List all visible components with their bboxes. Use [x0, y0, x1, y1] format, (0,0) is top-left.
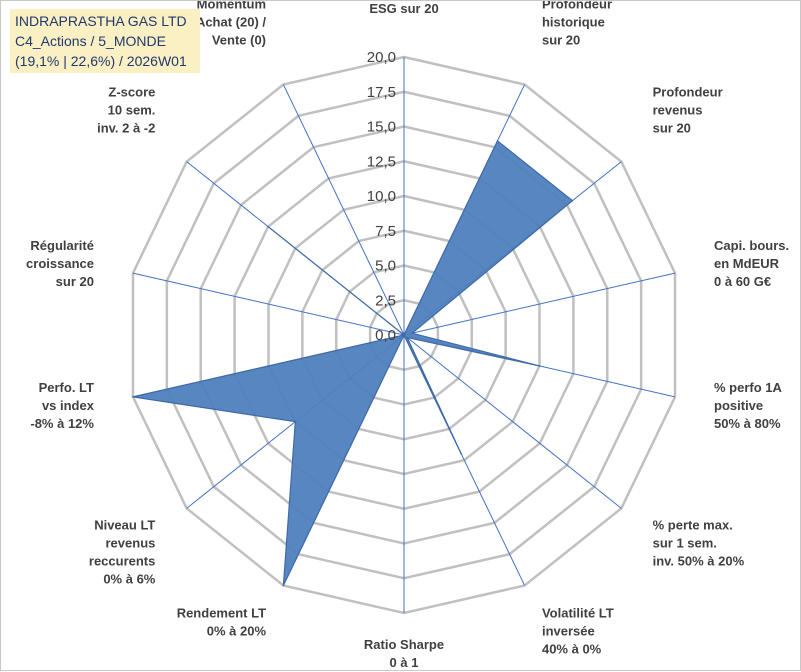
title-line-category: C4_Actions / 5_MONDE	[15, 33, 166, 49]
axis-label-7: Ratio Sharpe 0 à 1	[364, 637, 444, 670]
axis-label-9: Niveau LT revenus reccurents 0% à 6%	[89, 517, 156, 586]
title-line-company: INDRAPRASTHA GAS LTD	[15, 13, 187, 29]
spoke-11	[132, 272, 405, 336]
series-area	[132, 139, 574, 586]
axis-label-6: Volatilité LT inversée 40% à 0%	[542, 606, 614, 657]
axis-label-5: % perte max. sur 1 sem. inv. 50% à 20%	[653, 517, 745, 568]
tick-label-1: 2,5	[375, 292, 396, 309]
data-point-5	[406, 336, 409, 339]
tick-label-7: 17,5	[367, 84, 396, 101]
axis-label-3: Capi. bours. en MdEUR 0 à 60 G€	[714, 238, 789, 289]
tick-label-6: 15,0	[367, 119, 396, 136]
data-point-2	[571, 199, 574, 202]
axis-label-2: Profondeur revenus sur 20	[653, 85, 723, 136]
tick-label-2: 5,0	[375, 258, 396, 275]
data-point-1	[496, 140, 499, 142]
radial-tick-labels: 0,0 2,5 5,0 7,5 10,0 12,5 15,0 17,5 20,0	[367, 49, 396, 344]
chart-title-box: INDRAPRASTHA GAS LTD C4_Actions / 5_MOND…	[10, 9, 200, 73]
tick-label-3: 7,5	[375, 223, 396, 240]
spoke-3	[403, 272, 676, 336]
data-point-13	[403, 334, 405, 336]
tick-label-4: 10,0	[367, 188, 396, 205]
data-point-6	[460, 453, 463, 455]
axis-label-1: Profondeur historique sur 20	[542, 1, 612, 47]
data-point-10	[132, 396, 134, 398]
data-point-3	[411, 332, 413, 334]
axis-label-11: Régularité croissance sur 20	[26, 238, 94, 289]
title-line-stats: (19,1% | 22,6%) / 2026W01	[15, 53, 187, 69]
data-point-4	[538, 365, 541, 367]
spoke-13	[282, 84, 405, 336]
axis-label-4: % perfo 1A positive 50% à 80%	[714, 380, 783, 431]
axis-label-8: Rendement LT 0% à 20%	[177, 606, 267, 639]
data-point-9	[294, 420, 297, 423]
axis-label-10: Perfo. LT vs index -8% à 12%	[30, 380, 94, 431]
data-point-12	[267, 225, 269, 228]
radar-series	[132, 139, 574, 587]
data-point-8	[282, 584, 285, 587]
tick-label-5: 12,5	[367, 153, 396, 170]
axis-label-12: Z-score 10 sem. inv. 2 à -2	[97, 85, 155, 136]
tick-label-8: 20,0	[367, 49, 396, 66]
axis-label-13: Momentum Achat (20) / Vente (0)	[196, 1, 266, 47]
axis-label-0: NoteESG sur 20	[369, 1, 438, 16]
tick-label-0: 0,0	[375, 327, 396, 344]
spoke-5	[403, 334, 622, 509]
